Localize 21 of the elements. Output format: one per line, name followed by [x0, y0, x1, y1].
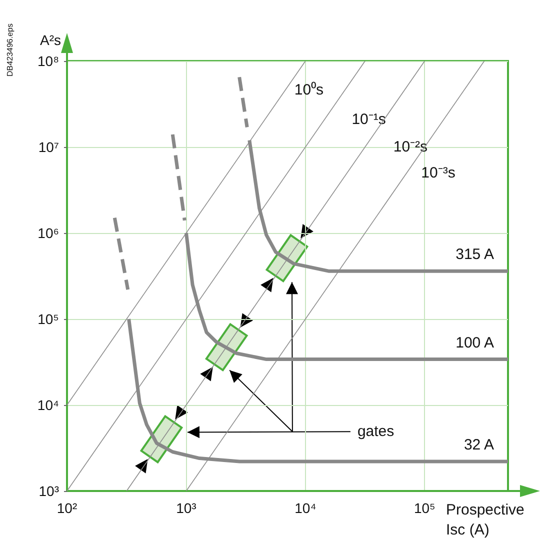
x-tick-label: 10⁴	[294, 500, 316, 516]
annotation: 10⁻¹s	[352, 110, 386, 128]
y-tick-label: 10³	[38, 483, 60, 499]
x-axis-title: Prospective Isc (A)	[446, 502, 529, 538]
y-tick-label: 10⁴	[37, 397, 59, 413]
y-tick-label: 10⁷	[38, 139, 59, 155]
series-label: 315 A	[456, 246, 494, 264]
annotation: 10⁰s	[294, 82, 324, 99]
series-label: 100 A	[456, 334, 494, 352]
series-label: 32 A	[464, 436, 494, 454]
x-tick-label: 10³	[176, 500, 197, 516]
annotation: 10⁻³s	[421, 164, 456, 182]
text: DB423496.eps	[6, 24, 14, 76]
y-tick-label: 10⁸	[38, 53, 60, 69]
x-tick-label: 10⁵	[414, 500, 436, 516]
y-tick-label: 10⁶	[38, 225, 59, 241]
y-axis-title: A²s	[40, 32, 61, 48]
y-tick-label: 10⁵	[38, 311, 59, 327]
annotation: 10⁻²s	[393, 138, 428, 156]
annotation: gates	[357, 423, 394, 440]
x-tick-label: 10²	[56, 500, 78, 516]
